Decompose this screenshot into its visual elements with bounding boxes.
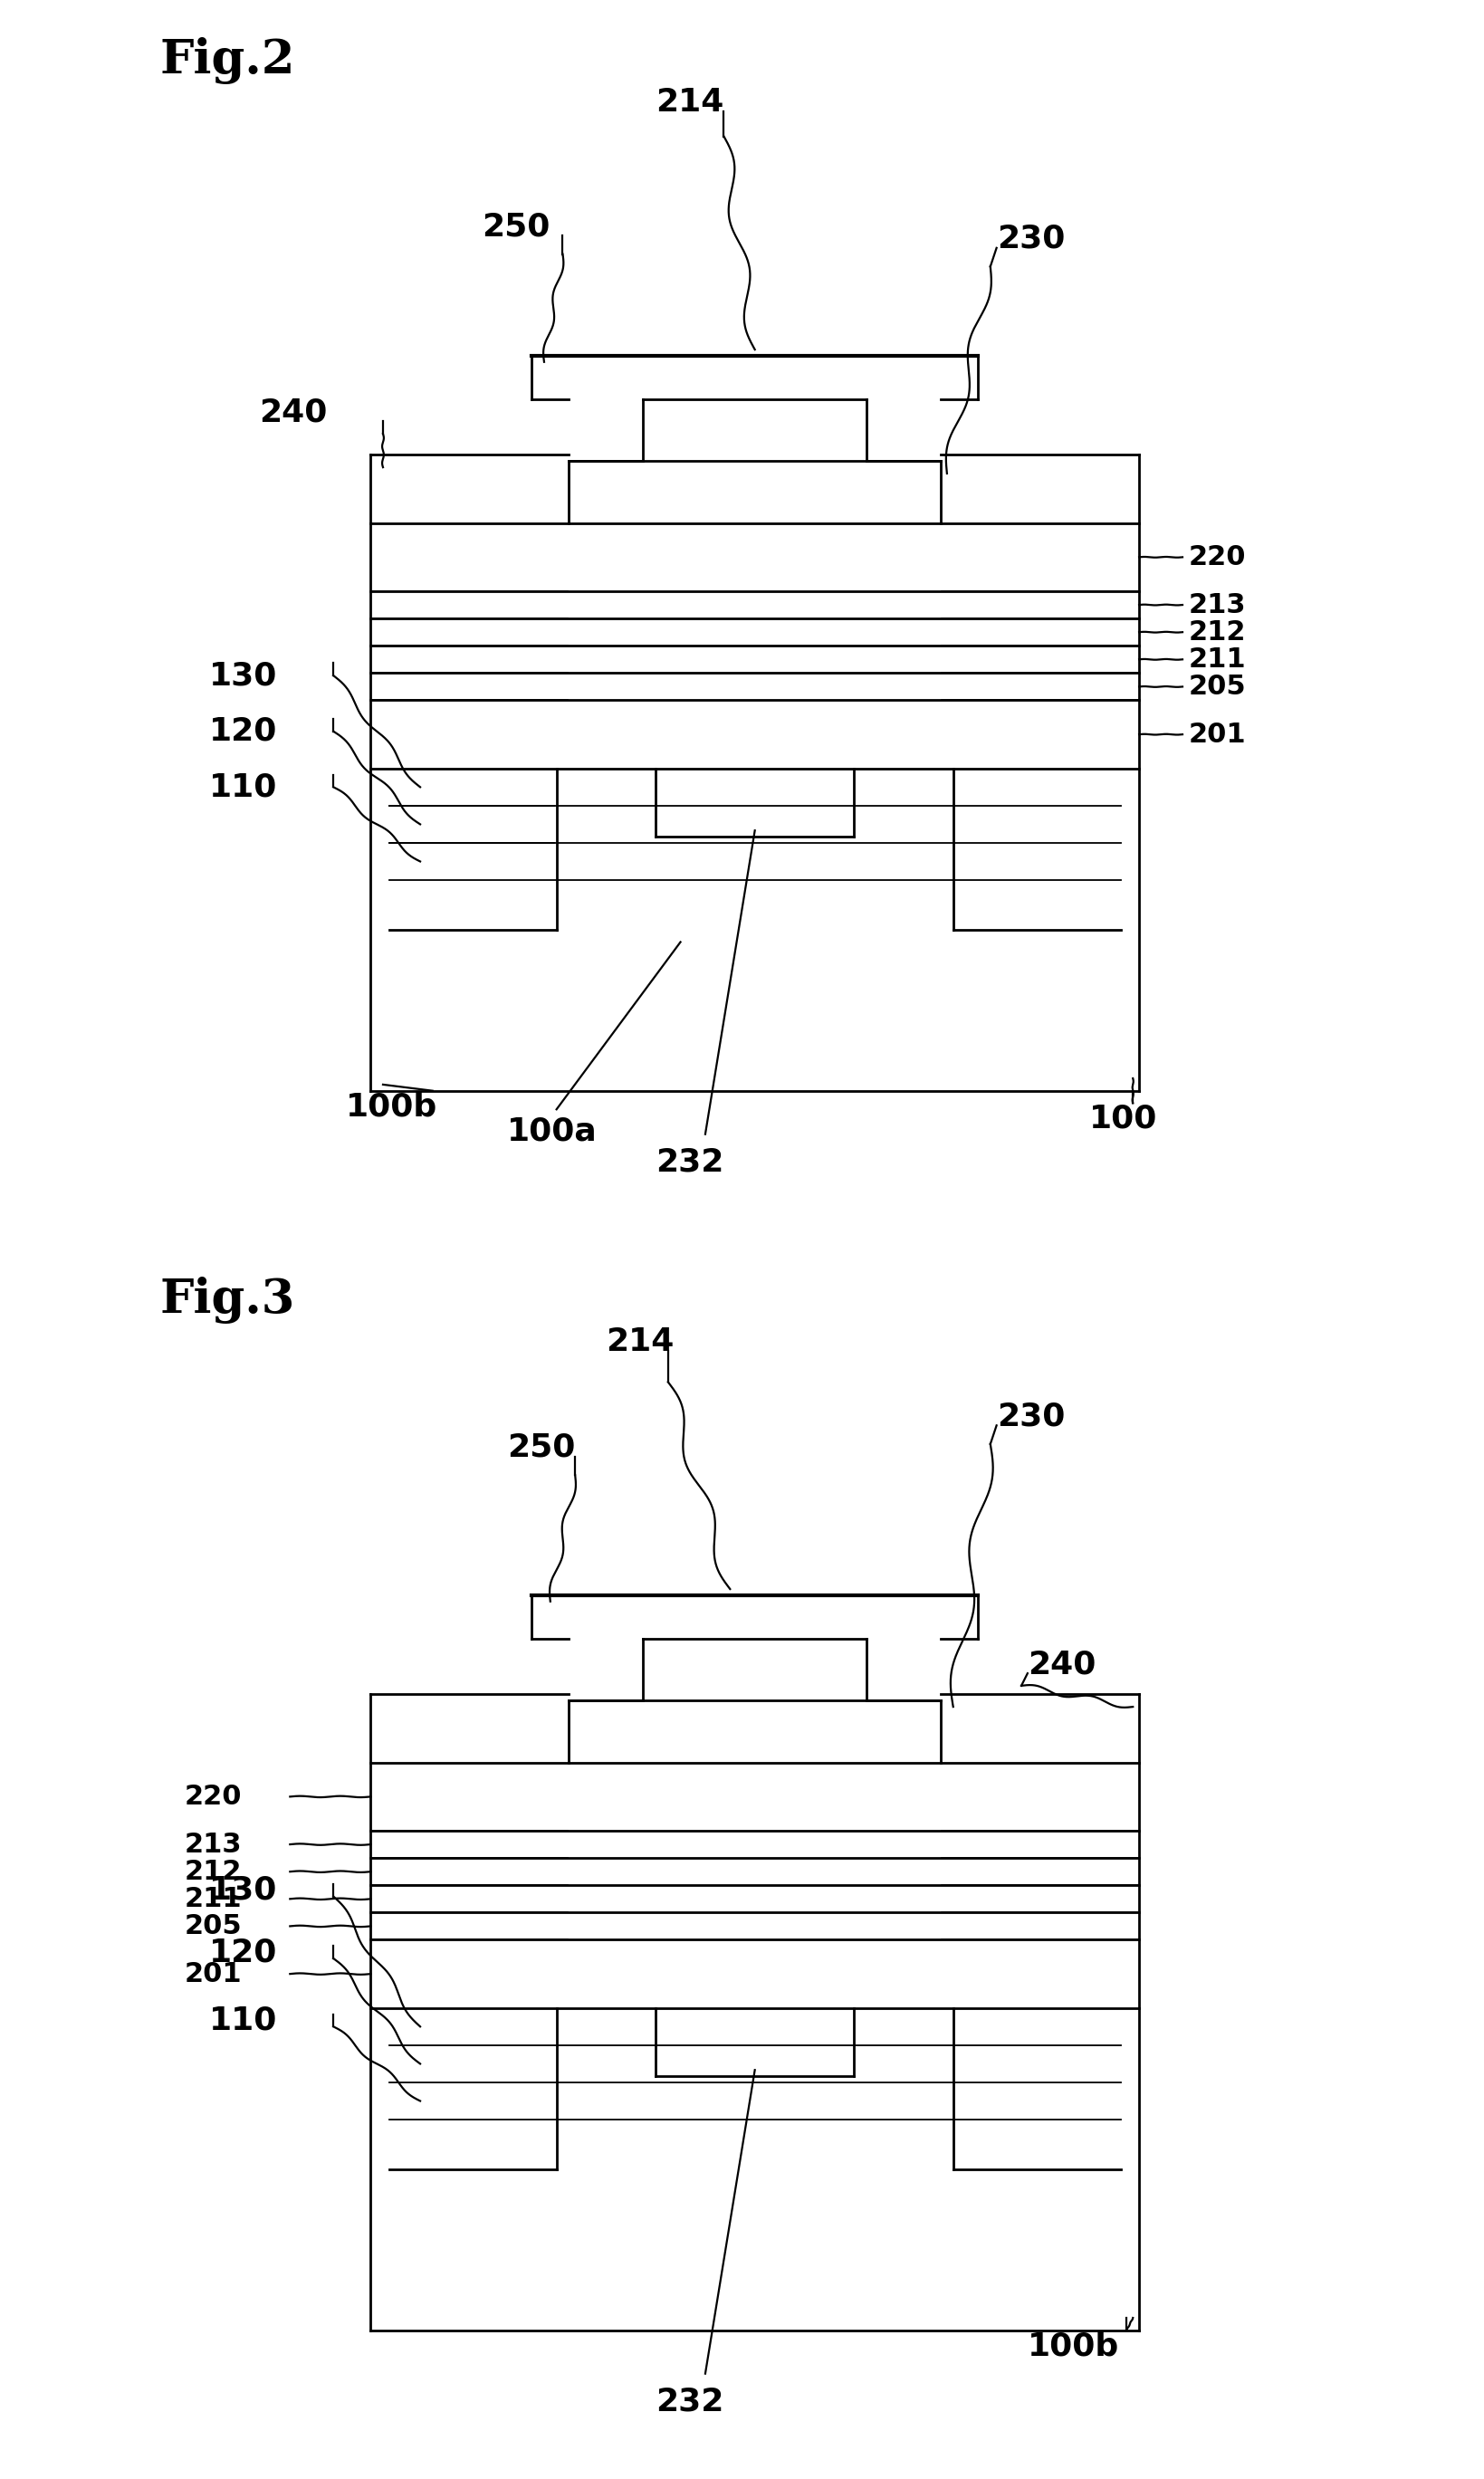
Text: 232: 232 [656, 1148, 724, 1178]
Text: 201: 201 [184, 1961, 242, 1988]
Text: 100b: 100b [1027, 2330, 1119, 2362]
Text: 110: 110 [209, 2006, 278, 2035]
Text: 110: 110 [209, 771, 278, 803]
Text: 211: 211 [1189, 647, 1245, 672]
Text: 100: 100 [1089, 1103, 1158, 1135]
Text: 230: 230 [996, 1401, 1064, 1433]
Text: 100a: 100a [506, 1116, 597, 1148]
Text: 120: 120 [209, 716, 278, 746]
Text: 100b: 100b [346, 1091, 438, 1123]
Text: 212: 212 [1189, 620, 1245, 645]
Text: 130: 130 [209, 1874, 278, 1906]
Text: Fig.2: Fig.2 [160, 37, 295, 84]
Text: 220: 220 [1189, 543, 1245, 570]
Text: 214: 214 [656, 87, 724, 119]
Text: 120: 120 [209, 1936, 278, 1968]
Text: 240: 240 [258, 397, 326, 429]
Text: 220: 220 [184, 1782, 242, 1810]
Text: 250: 250 [506, 1433, 574, 1463]
Text: 205: 205 [184, 1914, 242, 1939]
Text: 213: 213 [1189, 592, 1245, 617]
Text: 250: 250 [482, 211, 551, 243]
Text: 211: 211 [184, 1887, 242, 1911]
Text: 201: 201 [1189, 721, 1245, 749]
Text: 205: 205 [1189, 674, 1245, 699]
Text: 240: 240 [1027, 1649, 1095, 1681]
Text: 212: 212 [184, 1859, 242, 1884]
Text: 213: 213 [184, 1832, 242, 1857]
Text: 214: 214 [605, 1326, 674, 1358]
Text: 130: 130 [209, 659, 278, 692]
Text: 230: 230 [996, 223, 1064, 255]
Text: 232: 232 [656, 2387, 724, 2417]
Text: Fig.3: Fig.3 [160, 1277, 295, 1324]
